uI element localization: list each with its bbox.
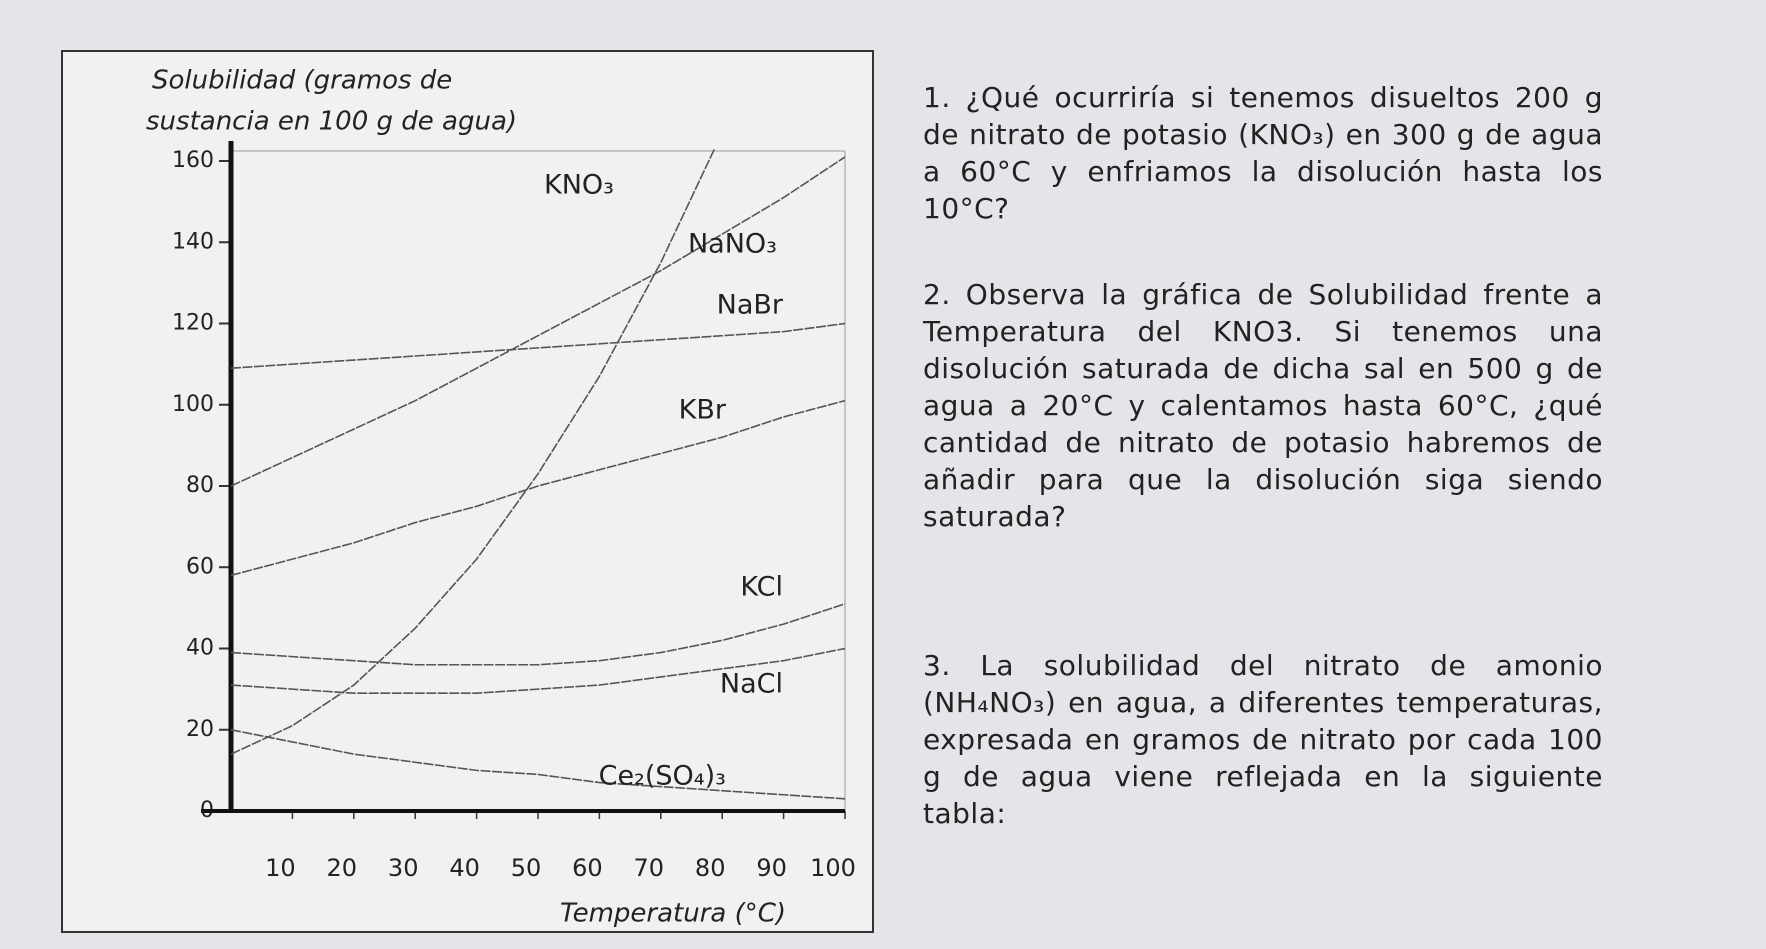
series-label: NaNO₃ xyxy=(688,229,777,260)
x-tick-label: 70 xyxy=(634,854,665,882)
y-axis-title: sustancia en 100 g de agua) xyxy=(146,107,517,137)
x-axis-title: Temperatura (°C) xyxy=(560,899,786,929)
series-line xyxy=(231,322,845,369)
series-line xyxy=(231,603,845,666)
x-tick-label: 50 xyxy=(511,854,542,882)
series-label: KBr xyxy=(679,395,727,426)
series-line xyxy=(231,149,716,755)
y-tick-label: 100 xyxy=(172,392,214,417)
x-tick-label: 90 xyxy=(756,854,787,882)
series-line xyxy=(231,647,845,694)
series-label: Ce₂(SO₄)₃ xyxy=(599,761,726,792)
y-tick-label: 140 xyxy=(172,229,214,254)
series-label: NaCl xyxy=(720,669,783,700)
x-tick-label: 20 xyxy=(327,854,358,882)
y-tick-label: 80 xyxy=(186,473,214,498)
series-line xyxy=(231,728,845,800)
y-tick-label: 60 xyxy=(186,554,214,579)
question: 2. Observa la gráfica de Solubilidad fre… xyxy=(923,278,1603,533)
y-tick-label: 20 xyxy=(186,717,214,742)
series-line xyxy=(231,399,845,577)
series-line xyxy=(231,156,845,487)
x-tick-label: 30 xyxy=(388,854,419,882)
series-label: KCl xyxy=(740,572,783,603)
y-tick-label: 40 xyxy=(186,636,214,661)
series-label: NaBr xyxy=(717,290,784,321)
x-tick-label: 80 xyxy=(695,854,726,882)
series-label: KNO₃ xyxy=(544,170,614,201)
chart-frame xyxy=(61,50,874,933)
x-tick-label: 60 xyxy=(572,854,603,882)
x-tick-label: 100 xyxy=(810,854,856,882)
x-tick-label: 10 xyxy=(265,854,296,882)
question: 3. La solubilidad del nitrato de amonio … xyxy=(923,649,1603,830)
y-tick-label: 160 xyxy=(172,148,214,173)
y-tick-label: 120 xyxy=(172,311,214,336)
question: 1. ¿Qué ocurriría si tenemos disueltos 2… xyxy=(923,81,1603,225)
x-tick-label: 40 xyxy=(449,854,480,882)
y-axis-title: Solubilidad (gramos de xyxy=(152,66,452,96)
